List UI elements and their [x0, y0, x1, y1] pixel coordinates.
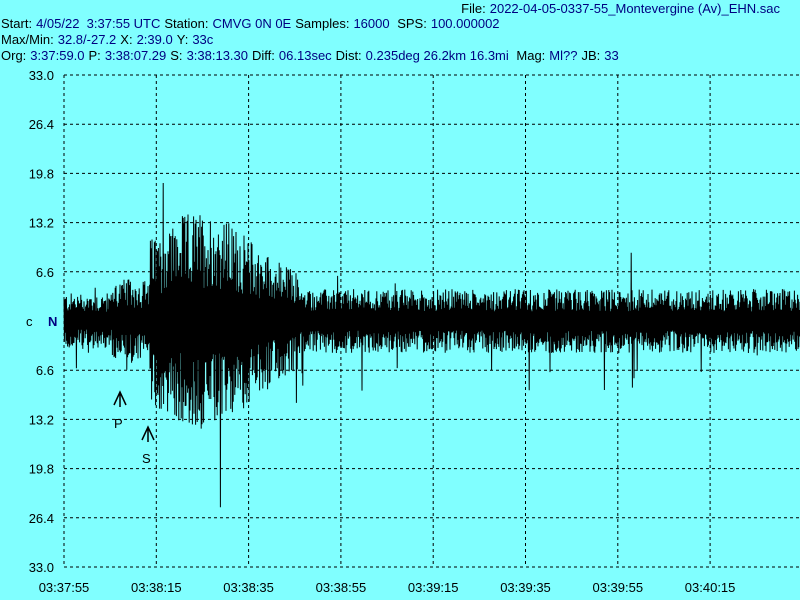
s-marker: S	[142, 451, 151, 466]
field-label: Start:	[1, 16, 32, 31]
field-value: 33	[604, 48, 618, 63]
p-arrow	[113, 390, 127, 407]
field-label: Diff:	[252, 48, 275, 63]
field-label: X:	[120, 32, 132, 47]
field-label: Dist:	[336, 48, 362, 63]
y-label: 33.0	[29, 560, 54, 575]
y-label: 6.6	[36, 265, 54, 280]
x-label: 03:37:55	[39, 580, 90, 595]
header-line: Start: 4/05/22 3:37:55 UTC Station: CMVG 0N…	[1, 16, 500, 31]
x-label: 03:38:35	[223, 580, 274, 595]
field-label: P:	[89, 48, 101, 63]
field-value: 0.235deg 26.2km 16.3mi	[366, 48, 509, 63]
field-value: 06.13sec	[279, 48, 332, 63]
header: File: 2022-04-05-0337-55_Montevergine (Av…	[1, 1, 780, 63]
field-value: Ml??	[549, 48, 577, 63]
channel-label: N	[48, 314, 57, 329]
y-label: 33.0	[29, 68, 54, 83]
file-label: File:	[461, 1, 486, 16]
p-marker: P	[114, 416, 123, 431]
field-value: 33c	[192, 32, 213, 47]
y-label: 13.2	[29, 412, 54, 427]
field-value: 3:38:07.29	[105, 48, 166, 63]
y-label: 13.2	[29, 216, 54, 231]
field-label: JB:	[581, 48, 600, 63]
x-label: 03:38:15	[131, 580, 182, 595]
field-value: 2:39.0	[137, 32, 173, 47]
center-label: c	[26, 314, 33, 329]
field-value: 100.000002	[431, 16, 500, 31]
field-value: 3:37:59.0	[30, 48, 84, 63]
field-label: SPS:	[394, 16, 427, 31]
axis-labels: 33.0 26.4 19.8 13.2 6.6 6.6 13.2 19.8 26.4 33.0 c N…	[26, 68, 735, 595]
file-value: 2022-04-05-0337-55_Montevergine (Av)_EHN…	[490, 1, 781, 16]
field-label: S:	[170, 48, 182, 63]
y-label: 19.8	[29, 166, 54, 181]
y-label: 26.4	[29, 511, 54, 526]
field-value: 32.8/-27.2	[58, 32, 117, 47]
x-label: 03:40:15	[685, 580, 736, 595]
field-label: Samples:	[295, 16, 349, 31]
field-value: CMVG 0N 0E	[212, 16, 291, 31]
header-line: Max/Min: 32.8/-27.2 X: 2:39.0 Y: 33c	[1, 32, 214, 47]
field-label: Station:	[164, 16, 208, 31]
field-value: 3:38:13.30	[187, 48, 248, 63]
field-label: Mag:	[513, 48, 546, 63]
y-label: 26.4	[29, 117, 54, 132]
field-value: 4/05/22 3:37:55 UTC	[36, 16, 160, 31]
y-label: 6.6	[36, 363, 54, 378]
x-label: 03:39:55	[592, 580, 643, 595]
header-line: Org: 3:37:59.0 P: 3:38:07.29 S: 3:38:13.30 Dif…	[1, 48, 619, 63]
field-label: Max/Min:	[1, 32, 54, 47]
field-label: Y:	[177, 32, 189, 47]
field-value: 16000	[353, 16, 389, 31]
x-label: 03:39:15	[408, 580, 459, 595]
x-label: 03:38:55	[316, 580, 367, 595]
s-arrow	[141, 425, 155, 442]
file-line: File: 2022-04-05-0337-55_Montevergine (Av…	[461, 1, 780, 16]
x-label: 03:39:35	[500, 580, 551, 595]
waveform	[63, 182, 800, 508]
field-label: Org:	[1, 48, 26, 63]
y-label: 19.8	[29, 462, 54, 477]
